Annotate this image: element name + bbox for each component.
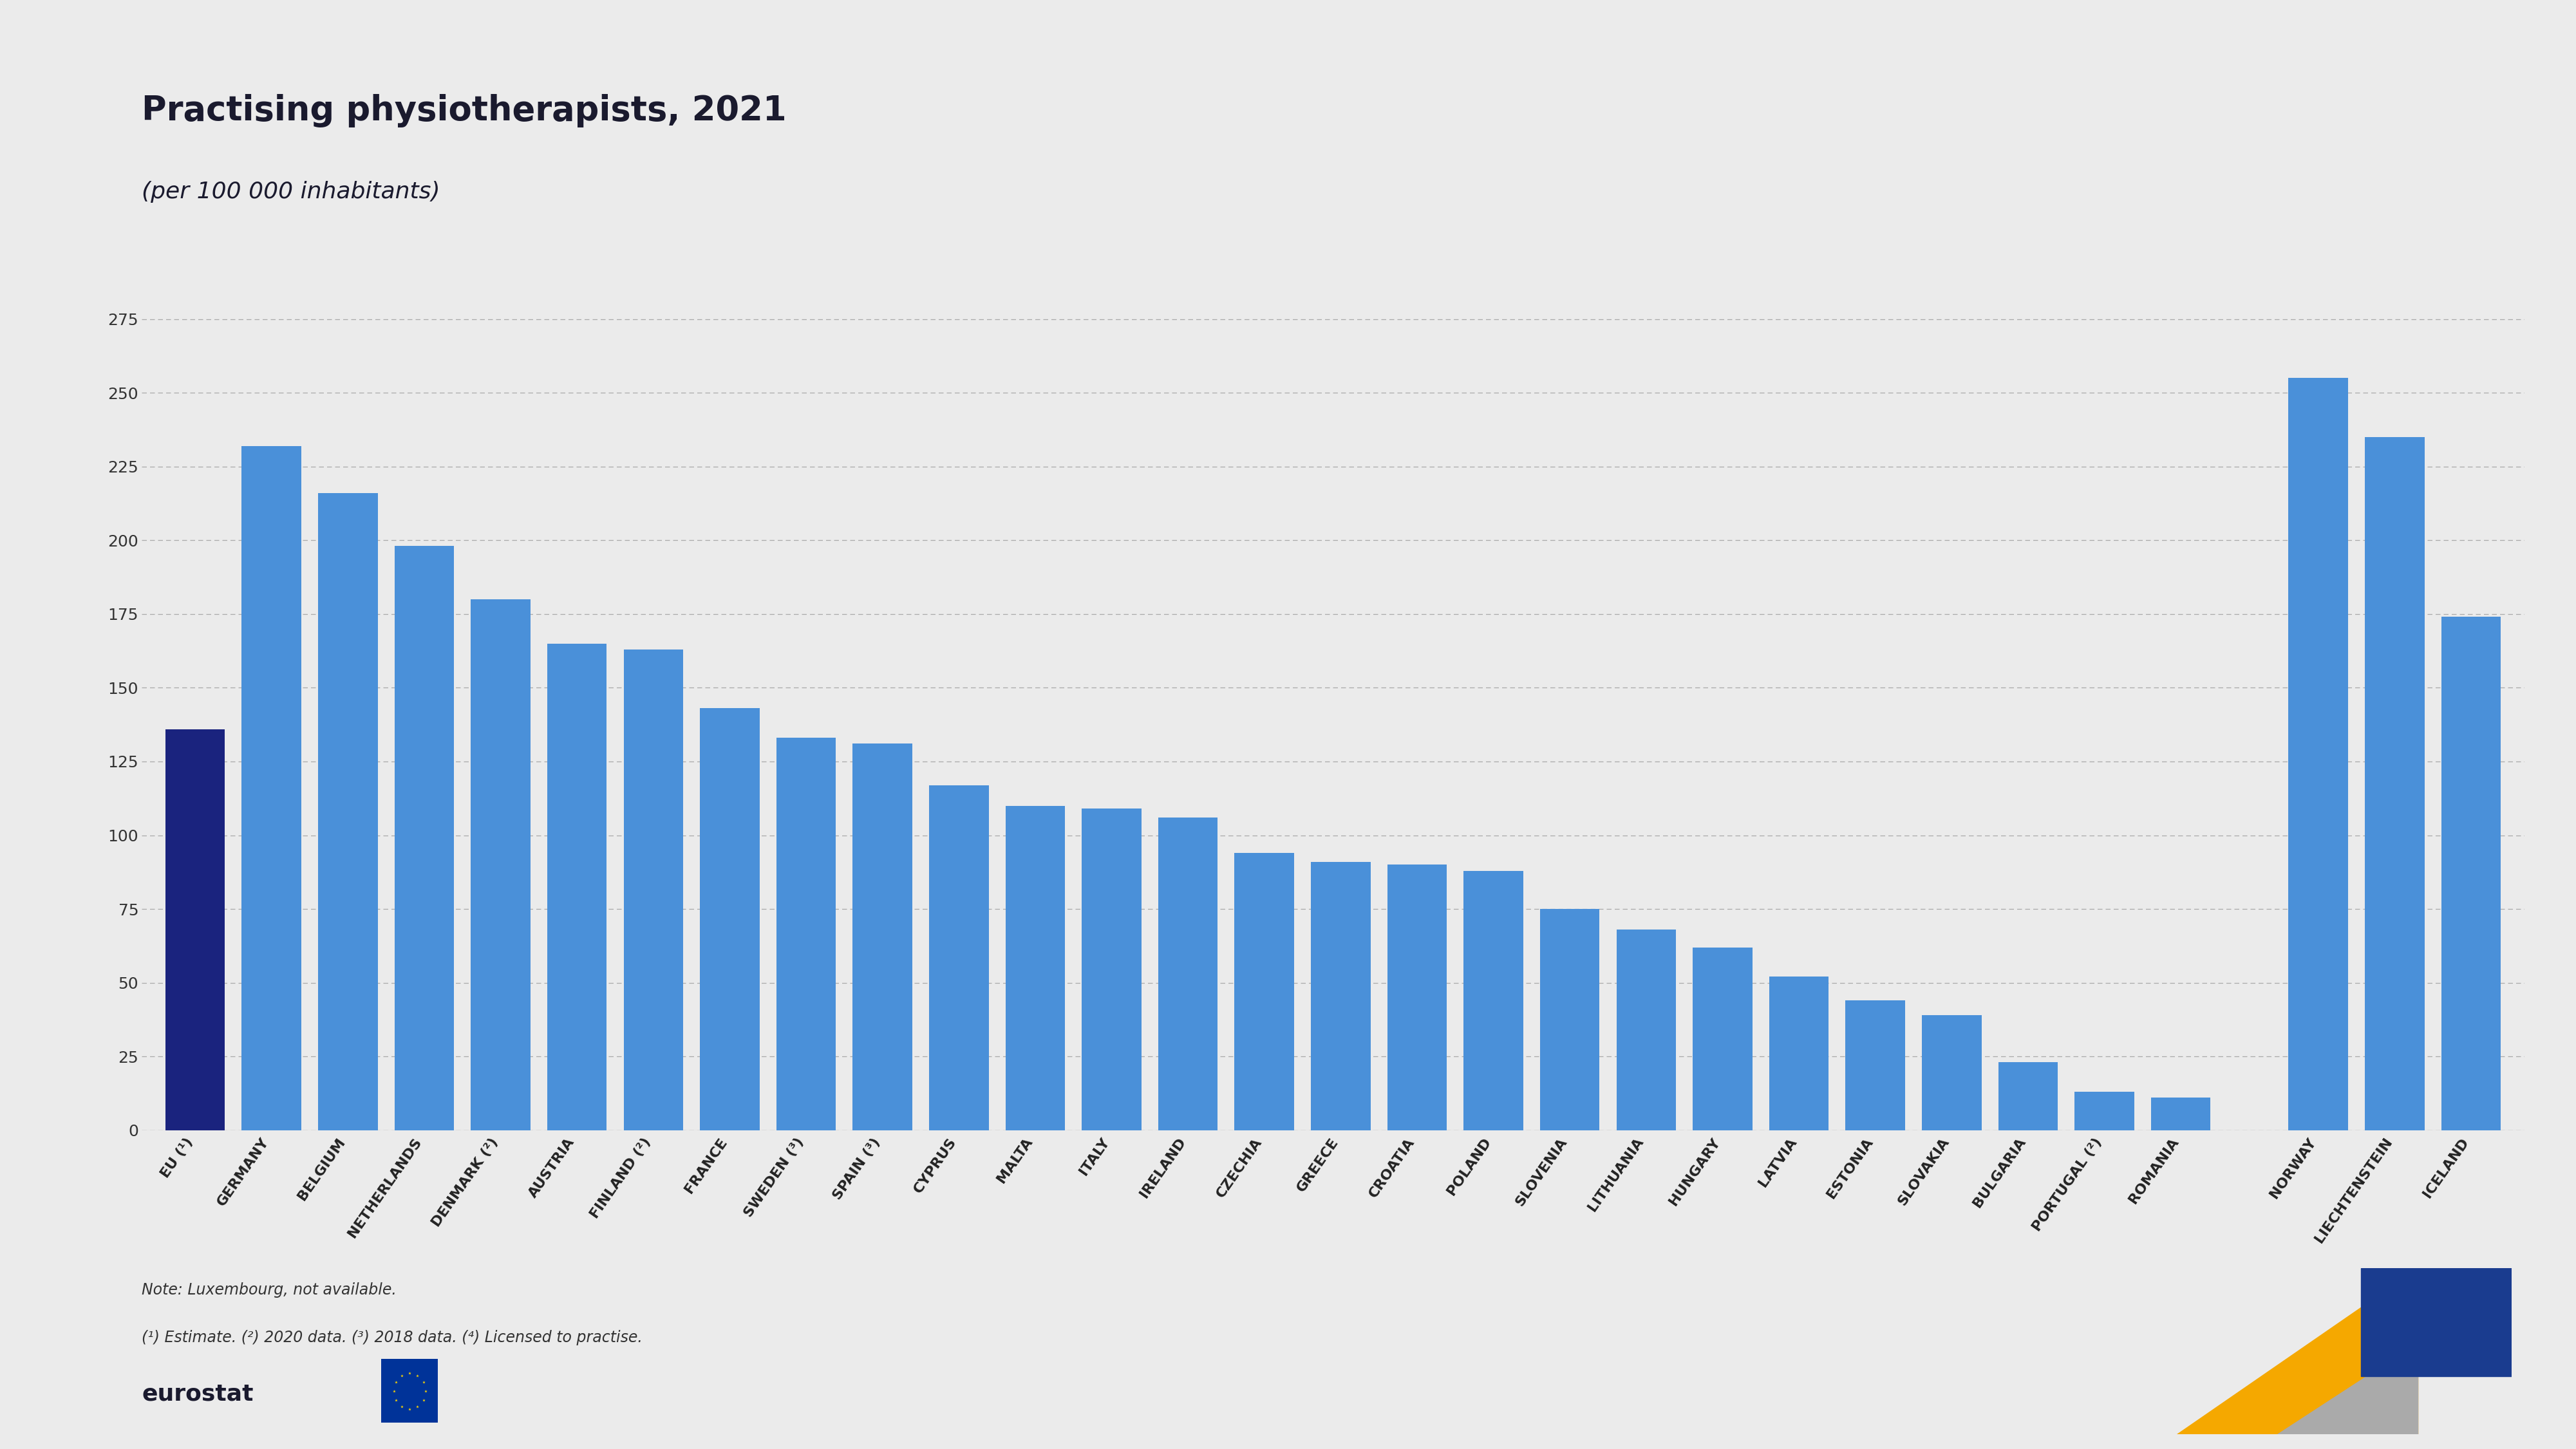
Text: Note: Luxembourg, not available.: Note: Luxembourg, not available. bbox=[142, 1282, 397, 1298]
Bar bbox=[1540, 909, 1600, 1130]
Bar bbox=[2442, 617, 2501, 1130]
Text: Practising physiotherapists, 2021: Practising physiotherapists, 2021 bbox=[142, 94, 786, 128]
Bar bbox=[930, 785, 989, 1130]
Bar bbox=[1005, 806, 1064, 1130]
Bar bbox=[2074, 1093, 2136, 1130]
Bar bbox=[701, 709, 760, 1130]
Bar bbox=[1311, 862, 1370, 1130]
Bar bbox=[1082, 809, 1141, 1130]
Bar bbox=[2365, 438, 2424, 1130]
Bar bbox=[546, 643, 608, 1130]
Bar bbox=[1463, 871, 1522, 1130]
Bar bbox=[317, 493, 379, 1130]
Bar bbox=[1999, 1062, 2058, 1130]
Bar bbox=[1922, 1016, 1981, 1130]
Bar bbox=[623, 649, 683, 1130]
Bar bbox=[1388, 865, 1448, 1130]
Bar bbox=[1234, 853, 1293, 1130]
Polygon shape bbox=[2360, 1268, 2512, 1377]
Polygon shape bbox=[2177, 1268, 2419, 1435]
Text: eurostat: eurostat bbox=[142, 1382, 252, 1406]
Bar bbox=[1615, 930, 1677, 1130]
Bar bbox=[1844, 1000, 1906, 1130]
Bar bbox=[1692, 948, 1752, 1130]
Bar bbox=[2151, 1098, 2210, 1130]
Bar bbox=[242, 446, 301, 1130]
Bar bbox=[471, 600, 531, 1130]
Bar bbox=[1159, 817, 1218, 1130]
Bar bbox=[394, 546, 453, 1130]
Polygon shape bbox=[2277, 1343, 2419, 1435]
Bar bbox=[2287, 378, 2349, 1130]
Text: (¹) Estimate. (²) 2020 data. (³) 2018 data. (⁴) Licensed to practise.: (¹) Estimate. (²) 2020 data. (³) 2018 da… bbox=[142, 1330, 641, 1346]
Bar bbox=[165, 729, 224, 1130]
Bar bbox=[853, 743, 912, 1130]
Bar bbox=[775, 738, 835, 1130]
Text: (per 100 000 inhabitants): (per 100 000 inhabitants) bbox=[142, 181, 440, 203]
Bar bbox=[1770, 977, 1829, 1130]
